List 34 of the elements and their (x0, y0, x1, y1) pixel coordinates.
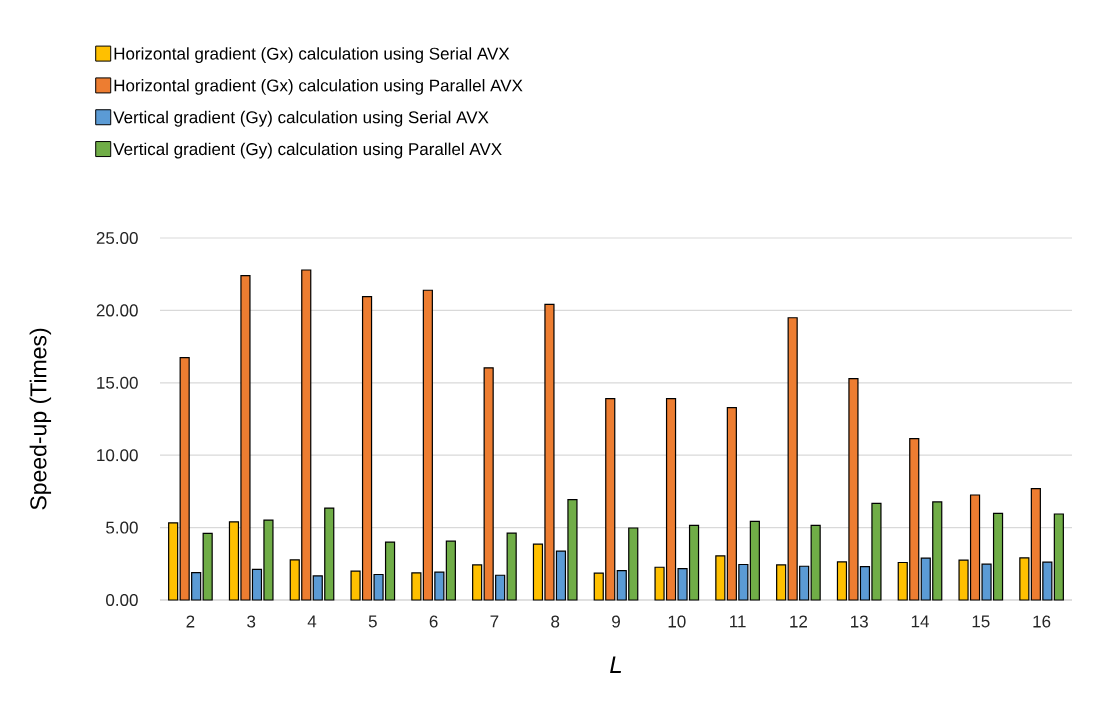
y-tick-label: 5.00 (106, 521, 138, 534)
x-tick-label: 10 (668, 615, 686, 628)
bar (472, 564, 483, 601)
x-tick-label: 6 (429, 615, 438, 628)
bar (168, 522, 179, 601)
y-axis-title: Speed-up (Times) (29, 328, 52, 510)
legend-label: Vertical gradient (Gy) calculation using Serial AVX (113, 110, 489, 127)
x-tick-label: 12 (790, 615, 807, 628)
legend-label: Horizontal gradient (Gx) calculation using Serial AVX (114, 47, 510, 64)
bar (202, 532, 213, 601)
legend-label: Horizontal gradient (Gx) calculation using Parallel AVX (114, 79, 523, 95)
x-tick-label: 7 (490, 615, 499, 628)
y-tick-label: 20.00 (96, 304, 138, 317)
y-tick-label: 10.00 (97, 449, 138, 462)
x-tick-label: 3 (247, 615, 256, 628)
x-tick-label: 16 (1033, 615, 1051, 628)
y-tick-label: 25.00 (96, 231, 138, 245)
x-tick-label: 14 (911, 615, 929, 628)
y-tick-label: 0.00 (106, 593, 138, 607)
x-tick-label: 15 (972, 615, 990, 628)
bar (506, 532, 517, 601)
x-tick-label: 2 (186, 615, 195, 628)
x-tick-label: 8 (551, 615, 560, 628)
bar (1019, 557, 1030, 601)
bar (1053, 513, 1064, 601)
x-tick-label: 11 (730, 615, 746, 628)
x-tick-label: 9 (612, 615, 620, 628)
x-tick-label: 4 (307, 615, 317, 628)
legend-label: Vertical gradient (Gy) calculation using Parallel AVX (113, 142, 502, 159)
y-tick-label: 15.00 (97, 376, 138, 389)
x-tick-label: 5 (368, 615, 377, 628)
bar (810, 524, 821, 601)
x-axis-title: L (610, 656, 621, 673)
x-tick-label: 13 (851, 615, 868, 628)
